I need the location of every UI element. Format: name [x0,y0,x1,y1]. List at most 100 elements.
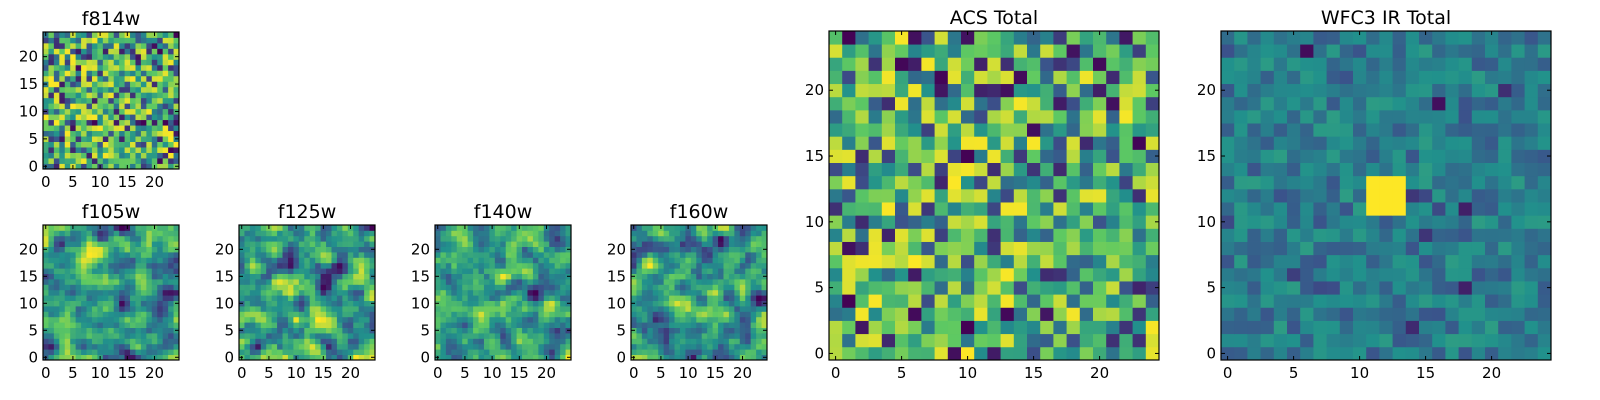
heatmap-cell [505,225,512,231]
heatmap-cell [908,254,922,269]
heatmap-cell [124,343,131,350]
y-tick-label: 20 [805,81,824,99]
heatmap-cell [707,322,713,328]
heatmap-cell [119,241,125,247]
heatmap-cell [326,289,332,296]
heatmap-cell [679,279,686,285]
heatmap-cell [712,311,719,318]
heatmap-cell [560,306,566,312]
heatmap-cell [255,322,262,328]
heatmap-cell [921,149,935,163]
heatmap-cell [947,281,962,295]
heatmap-cell [445,262,452,269]
heatmap-cell [81,119,87,126]
heatmap-cell [1485,215,1499,229]
heatmap-cell [1079,96,1094,111]
heatmap-cell [987,175,1001,190]
heatmap-cell [500,246,507,253]
heatmap-cell [934,320,949,335]
heatmap-cell [271,235,278,242]
heatmap-cell [157,32,164,38]
heatmap-cell [1079,294,1094,308]
heatmap-cell [663,257,670,264]
heatmap-cell [1221,162,1235,177]
y-tick-label: 15 [411,267,430,285]
heatmap-cell [473,230,479,237]
heatmap-cell [157,235,164,242]
heatmap-cell [244,343,251,350]
heatmap-cell [108,322,115,328]
heatmap-cell [81,306,87,312]
heatmap-cell [124,333,131,339]
heatmap-cell [53,279,60,285]
heatmap-cell [516,252,523,258]
heatmap-cell [331,262,338,269]
heatmap-cell [511,273,517,280]
heatmap-cell [146,97,153,104]
heatmap-cell [1013,228,1028,242]
heatmap-cell [663,311,670,318]
heatmap-cell [315,273,321,280]
heatmap-cell [961,44,975,58]
heatmap-cell [478,306,485,312]
heatmap-cell [140,163,147,170]
heatmap-cell [113,273,120,280]
heatmap-cell [369,257,376,264]
heatmap-cell [81,81,87,88]
heatmap-cell [500,295,507,301]
heatmap-cell [119,114,125,121]
heatmap-cell [75,289,82,296]
heatmap-cell [239,333,245,339]
heatmap-cell [293,316,300,323]
heatmap-cell [451,262,458,269]
heatmap-cell [987,346,1001,361]
heatmap-cell [1145,136,1160,150]
heatmap-cell [86,316,93,323]
heatmap-cell [696,316,703,323]
heatmap-cell [59,59,66,66]
heatmap-cell [1326,96,1341,111]
heatmap-cell [43,130,49,137]
heatmap-cell [1471,44,1486,58]
heatmap-cell [647,333,654,339]
heatmap-cell [1287,83,1301,98]
heatmap-cell [320,235,327,242]
heatmap-cell [489,343,496,350]
heatmap-cell [315,333,321,339]
heatmap-cell [48,284,55,291]
heatmap-cell [70,158,77,164]
heatmap-cell [1405,228,1420,242]
heatmap-cell [1287,294,1301,308]
heatmap-cell [478,252,485,258]
heatmap-cell [277,354,283,361]
heatmap-cells [239,225,376,361]
heatmap-cell [1537,123,1552,137]
heatmap-cell [483,300,490,307]
heatmap-cell [881,136,896,150]
heatmap-cell [151,59,158,66]
heatmap-cell [652,327,659,334]
heatmap-cell [282,273,289,280]
heatmap-cell [1405,267,1420,282]
heatmap-cell [64,81,71,88]
heatmap-cell [64,152,71,159]
heatmap-cell [1221,109,1235,124]
heatmap-cell [511,235,517,242]
heatmap-cell [679,333,686,339]
heatmap-cell [1040,162,1054,177]
heatmap-cell [456,300,463,307]
heatmap-cell [75,354,82,361]
heatmap-cell [146,338,153,345]
heatmap-cell [1221,83,1235,98]
heatmap-cell [462,289,469,296]
heatmap-cell [364,349,370,355]
heatmap-cell [1221,96,1235,111]
heatmap-cell [157,338,164,345]
heatmap-cell [336,257,343,264]
heatmap-cell [685,327,692,334]
heatmap-cell [48,125,55,132]
heatmap-cell [947,83,962,98]
heatmap-cell [336,295,343,301]
heatmap-cell [108,114,115,121]
heatmap-cell [59,147,66,153]
